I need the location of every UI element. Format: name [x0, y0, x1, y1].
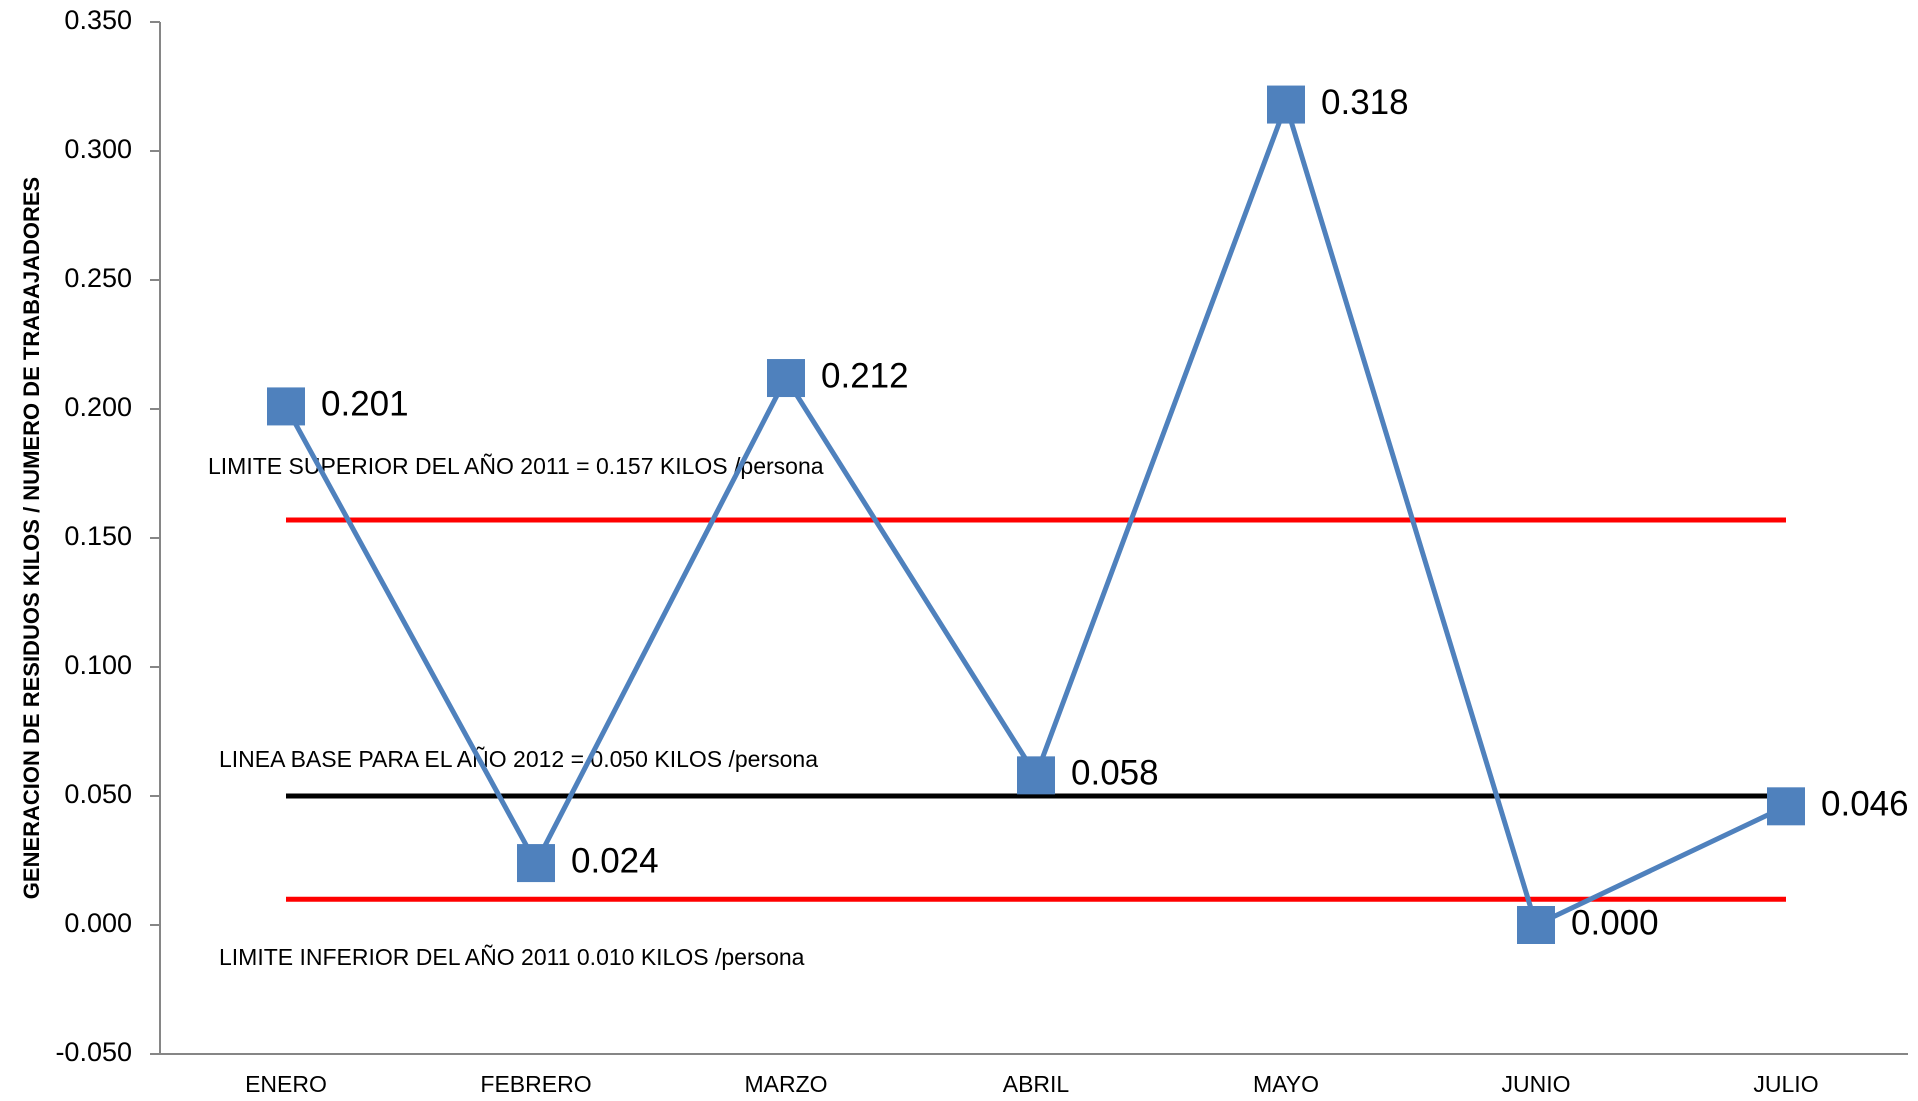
y-axis-label: GENERACION DE RESIDUOS KILOS / NUMERO DE…	[19, 177, 44, 899]
data-label: 0.201	[321, 385, 409, 424]
x-category-label: JULIO	[1753, 1071, 1818, 1097]
data-point-marker	[267, 387, 305, 426]
x-category-label: MAYO	[1253, 1071, 1319, 1097]
data-label: 0.318	[1321, 83, 1409, 122]
y-tick-label: 0.300	[64, 134, 132, 164]
data-point-marker	[1017, 756, 1055, 795]
x-category-label: FEBRERO	[480, 1071, 591, 1097]
data-label: 0.058	[1071, 754, 1159, 793]
reference-line-annotation: LIMITE INFERIOR DEL AÑO 2011 0.010 KILOS…	[219, 944, 805, 970]
data-point-marker	[1517, 906, 1555, 944]
reference-line-annotation: LINEA BASE PARA EL AÑO 2012 = 0.050 KILO…	[219, 746, 818, 772]
data-point-marker	[1767, 787, 1805, 826]
x-category-label: MARZO	[744, 1071, 827, 1097]
data-label: 0.046	[1821, 785, 1909, 824]
x-category-label: ENERO	[245, 1071, 327, 1097]
y-tick-label: 0.350	[64, 5, 132, 35]
x-category-label: JUNIO	[1502, 1071, 1571, 1097]
reference-lines	[286, 517, 1786, 902]
y-tick-label: 0.100	[64, 650, 132, 680]
x-category-label: ABRIL	[1003, 1071, 1070, 1097]
reference-line-annotation: LIMITE SUPERIOR DEL AÑO 2011 = 0.157 KIL…	[208, 453, 824, 479]
y-tick-label: 0.250	[64, 263, 132, 293]
y-tick-label: 0.000	[64, 908, 132, 938]
y-axis-ticks: -0.050 0.000 0.050 0.100 0.150 0.200 0.250 0.30…	[55, 5, 160, 1067]
data-point-marker	[767, 359, 805, 398]
data-series	[267, 85, 1805, 944]
data-label: 0.024	[571, 841, 659, 880]
data-point-marker	[1267, 85, 1305, 124]
reference-line-annotations: LIMITE SUPERIOR DEL AÑO 2011 = 0.157 KIL…	[208, 453, 824, 970]
data-label: 0.212	[821, 356, 909, 395]
data-label: 0.000	[1571, 903, 1659, 942]
data-point-marker	[517, 844, 555, 883]
y-tick-label: 0.050	[64, 779, 132, 809]
x-axis-categories: ENERO FEBRERO MARZO ABRIL MAYO JUNIO JULIO	[245, 1071, 1818, 1097]
y-tick-label: 0.150	[64, 521, 132, 551]
y-tick-label: -0.050	[55, 1037, 132, 1067]
y-tick-label: 0.200	[64, 392, 132, 422]
series-line	[283, 102, 1788, 928]
data-labels: 0.201 0.024 0.212 0.058 0.318 0.000 0.046	[321, 83, 1909, 942]
